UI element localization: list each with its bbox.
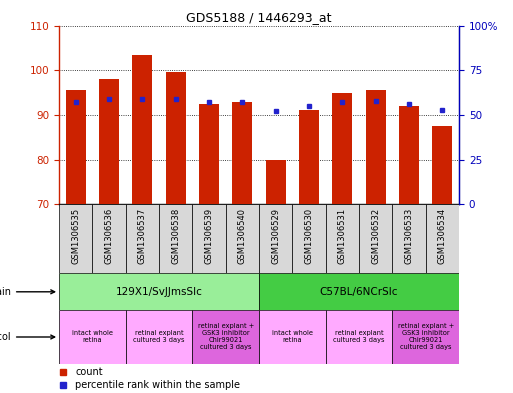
Bar [326, 310, 392, 364]
Text: strain: strain [0, 287, 55, 297]
Text: GSM1306530: GSM1306530 [305, 208, 313, 264]
Bar [299, 110, 319, 204]
Bar [126, 204, 159, 273]
Text: GSM1306532: GSM1306532 [371, 208, 380, 264]
Bar [226, 204, 259, 273]
Bar [432, 126, 452, 204]
Text: retinal explant
cultured 3 days: retinal explant cultured 3 days [333, 331, 385, 343]
Bar [426, 204, 459, 273]
Bar [192, 310, 259, 364]
Text: GSM1306540: GSM1306540 [238, 208, 247, 264]
Text: C57BL/6NCrSlc: C57BL/6NCrSlc [320, 287, 399, 297]
Text: 129X1/SvJJmsSlc: 129X1/SvJJmsSlc [115, 287, 203, 297]
Text: GSM1306531: GSM1306531 [338, 208, 347, 264]
Text: intact whole
retina: intact whole retina [72, 331, 113, 343]
Bar [166, 72, 186, 204]
Text: count: count [75, 367, 103, 377]
Bar [132, 55, 152, 204]
Bar [99, 79, 119, 204]
Text: GSM1306536: GSM1306536 [105, 208, 113, 264]
Bar [92, 204, 126, 273]
Bar [259, 273, 459, 310]
Bar [66, 90, 86, 204]
Text: intact whole
retina: intact whole retina [272, 331, 313, 343]
Bar [192, 204, 226, 273]
Title: GDS5188 / 1446293_at: GDS5188 / 1446293_at [186, 11, 332, 24]
Bar [159, 204, 192, 273]
Bar [359, 204, 392, 273]
Bar [392, 204, 426, 273]
Text: GSM1306533: GSM1306533 [405, 208, 413, 264]
Bar [392, 310, 459, 364]
Text: retinal explant +
GSK3 inhibitor
Chir99021
cultured 3 days: retinal explant + GSK3 inhibitor Chir990… [398, 323, 454, 351]
Bar [199, 104, 219, 204]
Text: retinal explant
cultured 3 days: retinal explant cultured 3 days [133, 331, 185, 343]
Bar [326, 204, 359, 273]
Bar [232, 101, 252, 204]
Bar [259, 204, 292, 273]
Text: GSM1306538: GSM1306538 [171, 208, 180, 264]
Bar [332, 93, 352, 204]
Text: GSM1306534: GSM1306534 [438, 208, 447, 264]
Text: percentile rank within the sample: percentile rank within the sample [75, 380, 240, 390]
Text: GSM1306539: GSM1306539 [205, 208, 213, 264]
Text: retinal explant +
GSK3 inhibitor
Chir99021
cultured 3 days: retinal explant + GSK3 inhibitor Chir990… [198, 323, 254, 351]
Bar [59, 204, 92, 273]
Bar [292, 204, 326, 273]
Bar [126, 310, 192, 364]
Bar [259, 310, 326, 364]
Bar [59, 310, 126, 364]
Bar [366, 90, 386, 204]
Text: GSM1306537: GSM1306537 [138, 208, 147, 264]
Text: GSM1306535: GSM1306535 [71, 208, 80, 264]
Bar [399, 106, 419, 204]
Text: protocol: protocol [0, 332, 55, 342]
Bar [266, 160, 286, 204]
Bar [59, 273, 259, 310]
Text: GSM1306529: GSM1306529 [271, 208, 280, 264]
